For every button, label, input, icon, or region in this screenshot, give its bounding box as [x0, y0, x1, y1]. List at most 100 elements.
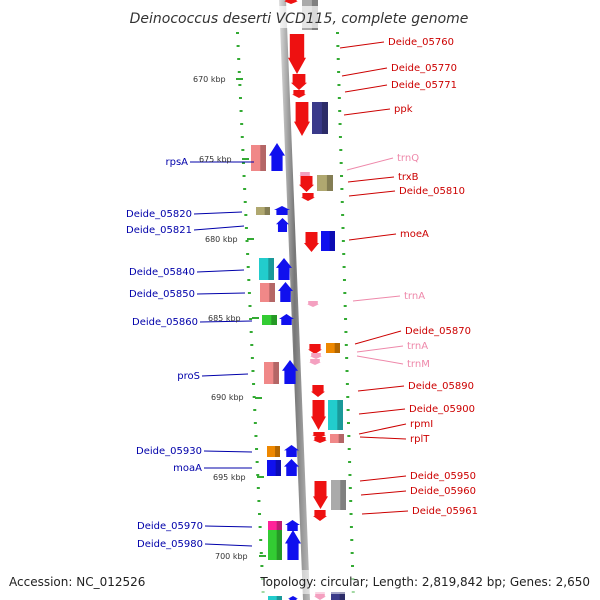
left-scale-tick: [258, 526, 262, 528]
label-line-right: [354, 330, 402, 345]
left-scale-tick: [254, 435, 258, 437]
right-scale-tick: [349, 526, 353, 528]
gene-orange-05870: [326, 343, 340, 353]
gene-blue-rpsa: [269, 143, 285, 171]
left-scale-tick: [241, 149, 245, 151]
gene-bottom-cyan: [268, 596, 282, 600]
label-line-right: [358, 408, 406, 415]
left-scale-tick: [260, 565, 264, 567]
scale-label-675: 675 kbp: [199, 155, 232, 164]
right-scale-tick: [345, 357, 349, 359]
label-line-right: [341, 67, 388, 77]
gene-deide-05771: [292, 90, 306, 98]
left-scale-tick: [259, 552, 263, 554]
left-scale-tick: [249, 318, 253, 320]
gene-top-red: [284, 0, 298, 4]
label-line-left: [204, 525, 253, 528]
gene-blue-05860: [279, 314, 294, 325]
gene-label-left: Deide_05820: [126, 209, 192, 220]
gene-trna-2: [310, 353, 322, 359]
gene-deide-05820-shade: [264, 207, 270, 215]
gene-blue-moea-shade: [329, 231, 335, 251]
left-scale-tick: [241, 162, 245, 164]
gene-navy-ppk-shade: [321, 102, 328, 134]
gene-label-right: Deide_05870: [405, 326, 471, 337]
label-line-left: [204, 543, 253, 547]
right-scale-tick: [343, 305, 347, 307]
gene-trxb: [299, 176, 314, 192]
gene-deide-05770: [291, 74, 307, 90]
scale-label-670: 670 kbp: [193, 75, 226, 84]
scale-label-690: 690 kbp: [211, 393, 244, 402]
right-scale-tick: [340, 175, 344, 177]
label-line-right: [356, 355, 404, 365]
right-scale-tick: [336, 58, 340, 60]
gene-trnm: [309, 359, 321, 365]
gene-blue-05850: [278, 282, 293, 302]
right-scale-tick: [345, 383, 349, 385]
right-scale-tick: [342, 279, 346, 281]
gene-bottom-navy-shade: [339, 592, 345, 600]
label-line-right: [339, 41, 385, 49]
gene-rpsa-shade: [260, 145, 266, 171]
gene-label-right: trnM: [407, 359, 430, 370]
left-scale-tick: [256, 487, 260, 489]
right-scale-tick: [341, 240, 345, 242]
right-scale-tick: [349, 513, 353, 515]
right-scale-tick: [338, 110, 342, 112]
label-line-right: [346, 157, 394, 171]
label-line-right: [359, 475, 407, 482]
left-scale-tick: [236, 45, 240, 47]
backbone: [279, 0, 310, 600]
left-scale-tick: [258, 513, 262, 515]
scale-label-700: 700 kbp: [215, 552, 248, 561]
gene-label-left: Deide_05980: [137, 539, 203, 550]
gene-deide-05890: [311, 385, 325, 397]
gene-bottom-blue: [288, 596, 298, 600]
label-line-right: [352, 295, 401, 302]
gene-ppk: [294, 102, 310, 136]
gene-deide-05930: [267, 446, 280, 457]
left-scale-tick: [244, 227, 248, 229]
gene-blue-05970: [285, 520, 300, 531]
gene-deide-05860-shade: [271, 315, 277, 325]
left-scale-tick: [236, 32, 239, 34]
gene-deide-05970-shade: [276, 521, 282, 530]
gene-pink-rplt: [330, 434, 344, 443]
gene-deide-05840-shade: [268, 258, 274, 280]
label-line-left: [199, 320, 253, 323]
left-scale-tick: [253, 409, 257, 411]
left-scale-tick: [243, 201, 247, 203]
right-scale-tick: [348, 461, 352, 463]
right-scale-tick: [347, 448, 351, 450]
tick-marks: [236, 32, 355, 593]
left-scale-tick: [237, 71, 241, 73]
gene-label-left: Deide_05840: [129, 267, 195, 278]
gene-label-left: Deide_05860: [132, 317, 198, 328]
label-line-right: [360, 490, 407, 496]
right-scale-tick: [340, 201, 344, 203]
gene-label-right: rpmI: [410, 419, 433, 430]
scale-label-685: 685 kbp: [208, 314, 241, 323]
label-leader-lines: [190, 41, 409, 547]
gene-olive-trxb-shade: [326, 175, 333, 191]
gene-bottom-cyan-shade: [276, 596, 282, 600]
gene-label-right: rplT: [410, 434, 430, 445]
gene-label-right: Deide_05960: [410, 486, 476, 497]
gene-label-left: Deide_05821: [126, 225, 192, 236]
gene-label-right: trnA: [407, 341, 428, 352]
major-tick: [242, 158, 249, 160]
gene-bottom-navy: [331, 592, 345, 600]
right-scale-tick: [341, 227, 345, 229]
right-scale-tick: [344, 318, 348, 320]
right-scale-tick: [346, 396, 350, 398]
gene-deide-05810: [301, 193, 315, 201]
gene-label-right: Deide_05890: [408, 381, 474, 392]
left-scale-tick: [244, 214, 248, 216]
gene-label-right: moeA: [400, 229, 429, 240]
gene-label-right: Deide_05770: [391, 63, 457, 74]
right-scale-tick: [343, 292, 347, 294]
left-scale-tick: [257, 500, 261, 502]
label-line-right: [356, 345, 404, 353]
